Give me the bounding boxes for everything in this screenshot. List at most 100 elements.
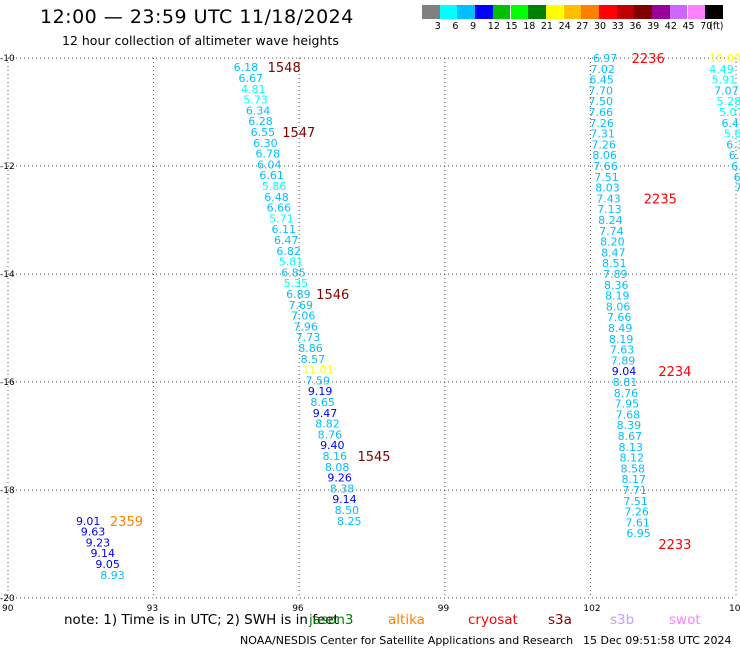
page-subtitle: 12 hour collection of altimeter wave hei… (62, 33, 339, 48)
wave-height-label: 8.39 (617, 419, 642, 432)
legend-label: 21 (540, 21, 553, 32)
wave-height-label: 8.03 (595, 182, 620, 195)
wave-height-label: 7.66 (607, 311, 632, 324)
legend-label: 70 (700, 21, 713, 32)
y-tick-label: -12 (0, 162, 15, 172)
wave-height-label: 8.47 (601, 246, 626, 259)
legend-swatch (439, 5, 458, 19)
wave-height-label: 8.57 (301, 353, 326, 366)
wave-height-label: 9.04 (612, 365, 637, 378)
y-tick-label: -18 (0, 486, 15, 496)
satellite-s3a: s3a (548, 612, 572, 628)
wave-height-label: 7.73 (296, 331, 321, 344)
wave-height-label: 6.28 (248, 115, 272, 128)
wave-height-label: 8.06 (606, 300, 631, 313)
wave-height-label: 9.14 (332, 493, 357, 506)
wave-height-label: 9.47 (313, 407, 338, 420)
wave-height-label: 9.63 (81, 526, 106, 539)
x-tick-label: 90 (2, 604, 14, 614)
legend-swatch (581, 5, 599, 19)
y-tick-label: -16 (0, 378, 15, 388)
wave-height-label: 9.26 (327, 472, 352, 485)
footer-timestamp: 15 Dec 09:51:58 UTC 2024 (583, 634, 732, 647)
wave-height-label: 8.20 (600, 236, 625, 249)
wave-height-label: 7.26 (591, 138, 616, 151)
legend-swatch (510, 5, 528, 19)
wave-height-label: 6. (731, 160, 740, 173)
wave-height-label: 7.06 (291, 310, 316, 323)
wave-height-label: 7.63 (610, 344, 635, 357)
pass-time-label: 2359 (110, 515, 143, 530)
legend-label: 15 (505, 21, 518, 32)
wave-height-label: 6.66 (267, 202, 292, 215)
legend-unit: (ft) (709, 21, 724, 32)
wave-height-label: 7.43 (596, 192, 621, 205)
legend-swatch (492, 5, 511, 19)
legend-swatch (687, 5, 705, 19)
wave-height-label: 5.91 (712, 74, 737, 87)
wave-height-label: 7.70 (588, 84, 613, 97)
wave-height-label: 6.78 (256, 148, 281, 161)
wave-height-label: 6.89 (286, 288, 311, 301)
wave-height-label: 9.40 (320, 439, 345, 452)
wave-height-label: 8.08 (325, 461, 350, 474)
satellite-swot: swot (669, 612, 701, 628)
wave-height-label: 6. (729, 149, 740, 162)
legend-swatch (669, 5, 688, 19)
wave-height-label: 7.61 (625, 516, 650, 529)
pass-time-label: 1548 (268, 61, 301, 76)
wave-height-label: 6.18 (234, 61, 259, 74)
note-text: note: 1) Time is in UTC; 2) SWH is in fe… (64, 612, 339, 628)
wave-height-label: 6.34 (246, 104, 271, 117)
wave-height-label: 6.45 (589, 74, 614, 87)
legend-swatch (545, 5, 564, 19)
wave-height-label: 4.81 (241, 83, 266, 96)
legend-label: 39 (647, 21, 660, 32)
wave-height-label: 4.49 (709, 63, 734, 76)
wave-height-label: 7.51 (623, 495, 648, 508)
wave-height-label: 7.89 (603, 268, 628, 281)
wave-height-label: 8.76 (318, 428, 343, 441)
x-tick-label: 105 (729, 604, 740, 614)
wave-height-label: 6.04 (257, 158, 282, 171)
legend-swatch (616, 5, 635, 19)
wave-height-label: 8.06 (592, 149, 617, 162)
wave-height-label: 8.19 (609, 333, 634, 346)
wave-height-label: 8.50 (335, 504, 360, 517)
wave-height-label: 7.51 (594, 171, 619, 184)
wave-height-label: 5.81 (279, 256, 304, 269)
wave-height-label: 7.59 (306, 374, 331, 387)
legend-label: 36 (629, 21, 642, 32)
wave-height-label: 6.95 (626, 527, 651, 540)
wave-height-label: 6.61 (259, 169, 284, 182)
wave-height-label: 5.07 (719, 106, 740, 119)
legend-label: 9 (470, 21, 477, 32)
wave-height-label: 5.71 (269, 212, 294, 225)
wave-height-label: 5.28 (717, 95, 740, 108)
wave-height-label: 8.76 (614, 387, 639, 400)
pass-time-label: 2235 (644, 192, 677, 207)
legend-swatch (705, 5, 723, 19)
wave-height-label: 6.67 (239, 72, 263, 85)
satellite-cryosat: cryosat (468, 612, 518, 628)
wave-height-label: 8.93 (100, 569, 125, 582)
footer-credit: NOAA/NESDIS Center for Satellite Applica… (240, 634, 574, 647)
y-tick-label: -10 (0, 54, 15, 64)
wave-height-label: 6.11 (272, 223, 297, 236)
legend-swatch (457, 5, 475, 19)
wave-height-label: 5.73 (243, 94, 267, 107)
wave-height-label: 8.19 (605, 290, 630, 303)
wave-height-label: 7.68 (616, 408, 641, 421)
wave-height-label: 8.51 (602, 257, 627, 270)
wave-height-label: 7.50 (588, 95, 613, 108)
wave-height-label: 8.49 (608, 322, 633, 335)
legend-swatch (422, 5, 440, 19)
wave-height-label: 6.85 (281, 266, 306, 279)
wave-height-label: 8.16 (322, 450, 347, 463)
wave-height-label: 8.58 (620, 462, 645, 475)
legend-label: 6 (452, 21, 459, 32)
satellite-jason3: jason3 (309, 612, 354, 628)
wave-height-label: 6.48 (721, 117, 740, 130)
page-title: 12:00 — 23:59 UTC 11/18/2024 (40, 6, 354, 28)
